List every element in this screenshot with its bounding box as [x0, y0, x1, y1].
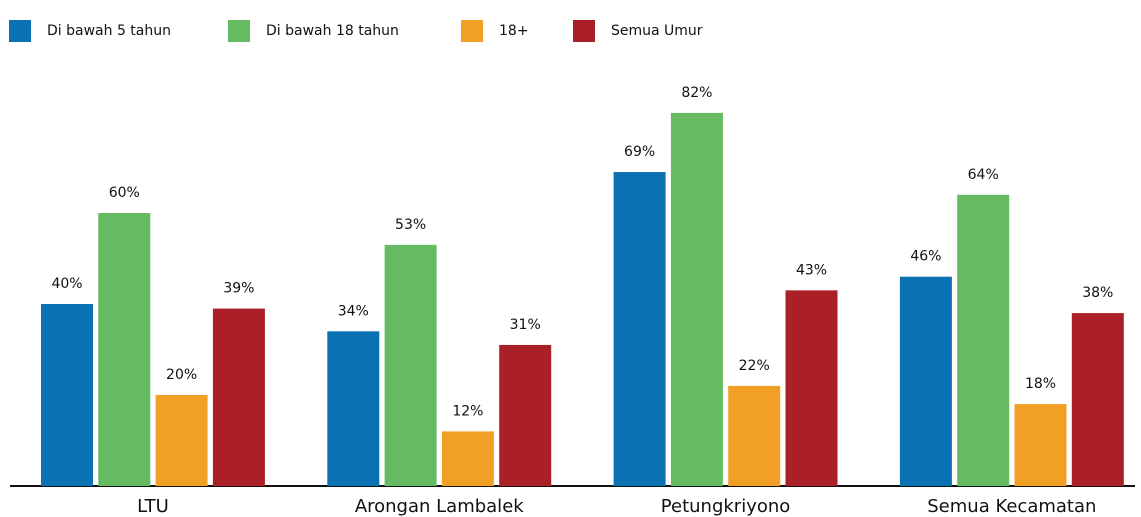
bar: [1071, 313, 1124, 486]
value-label: 64%: [968, 167, 999, 183]
bar: [670, 112, 723, 487]
bar: [212, 308, 265, 486]
value-label: 20%: [166, 367, 197, 383]
bar: [41, 304, 93, 486]
legend-label: 18+: [499, 23, 529, 39]
legend-swatch: [9, 20, 31, 42]
value-label: 82%: [681, 85, 712, 101]
value-label: 22%: [739, 358, 770, 374]
legend-swatch: [228, 20, 250, 42]
x-tick-label: Semua Kecamatan: [927, 496, 1096, 517]
bar: [441, 431, 494, 486]
value-label: 53%: [395, 217, 426, 233]
value-label: 31%: [510, 317, 541, 333]
bar: [613, 172, 666, 487]
bar: [98, 213, 151, 486]
x-tick-label: Arongan Lambalek: [355, 496, 524, 517]
value-label: 18%: [1025, 376, 1056, 392]
bar: [1014, 404, 1067, 486]
x-tick-label: Petungkriyono: [661, 496, 791, 517]
legend-swatch: [573, 20, 595, 42]
bar: [327, 331, 380, 486]
value-label: 34%: [338, 303, 369, 319]
bar: [899, 276, 952, 486]
value-label: 46%: [910, 249, 941, 265]
legend-label: Di bawah 5 tahun: [47, 23, 171, 39]
x-tick-label: LTU: [137, 496, 169, 517]
legend-swatch: [461, 20, 483, 42]
bar: [728, 385, 781, 486]
value-label: 40%: [51, 276, 82, 292]
legend-label: Di bawah 18 tahun: [266, 23, 399, 39]
value-label: 60%: [109, 185, 140, 201]
value-label: 12%: [452, 403, 483, 419]
value-label: 39%: [223, 281, 254, 297]
value-label: 43%: [796, 262, 827, 278]
bar: [499, 344, 552, 486]
bar: [957, 194, 1010, 487]
bar: [384, 244, 437, 486]
value-label: 38%: [1082, 285, 1113, 301]
bar: [155, 395, 208, 486]
bar: [785, 290, 838, 486]
value-label: 69%: [624, 144, 655, 160]
legend-label: Semua Umur: [611, 23, 703, 39]
